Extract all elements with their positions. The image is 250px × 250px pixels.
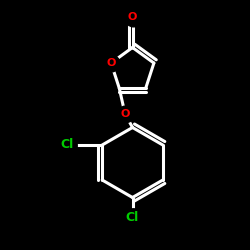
Text: O: O bbox=[128, 12, 137, 22]
Text: O: O bbox=[120, 109, 130, 119]
Text: Cl: Cl bbox=[126, 211, 139, 224]
Text: Cl: Cl bbox=[60, 138, 74, 151]
Text: O: O bbox=[106, 58, 116, 68]
